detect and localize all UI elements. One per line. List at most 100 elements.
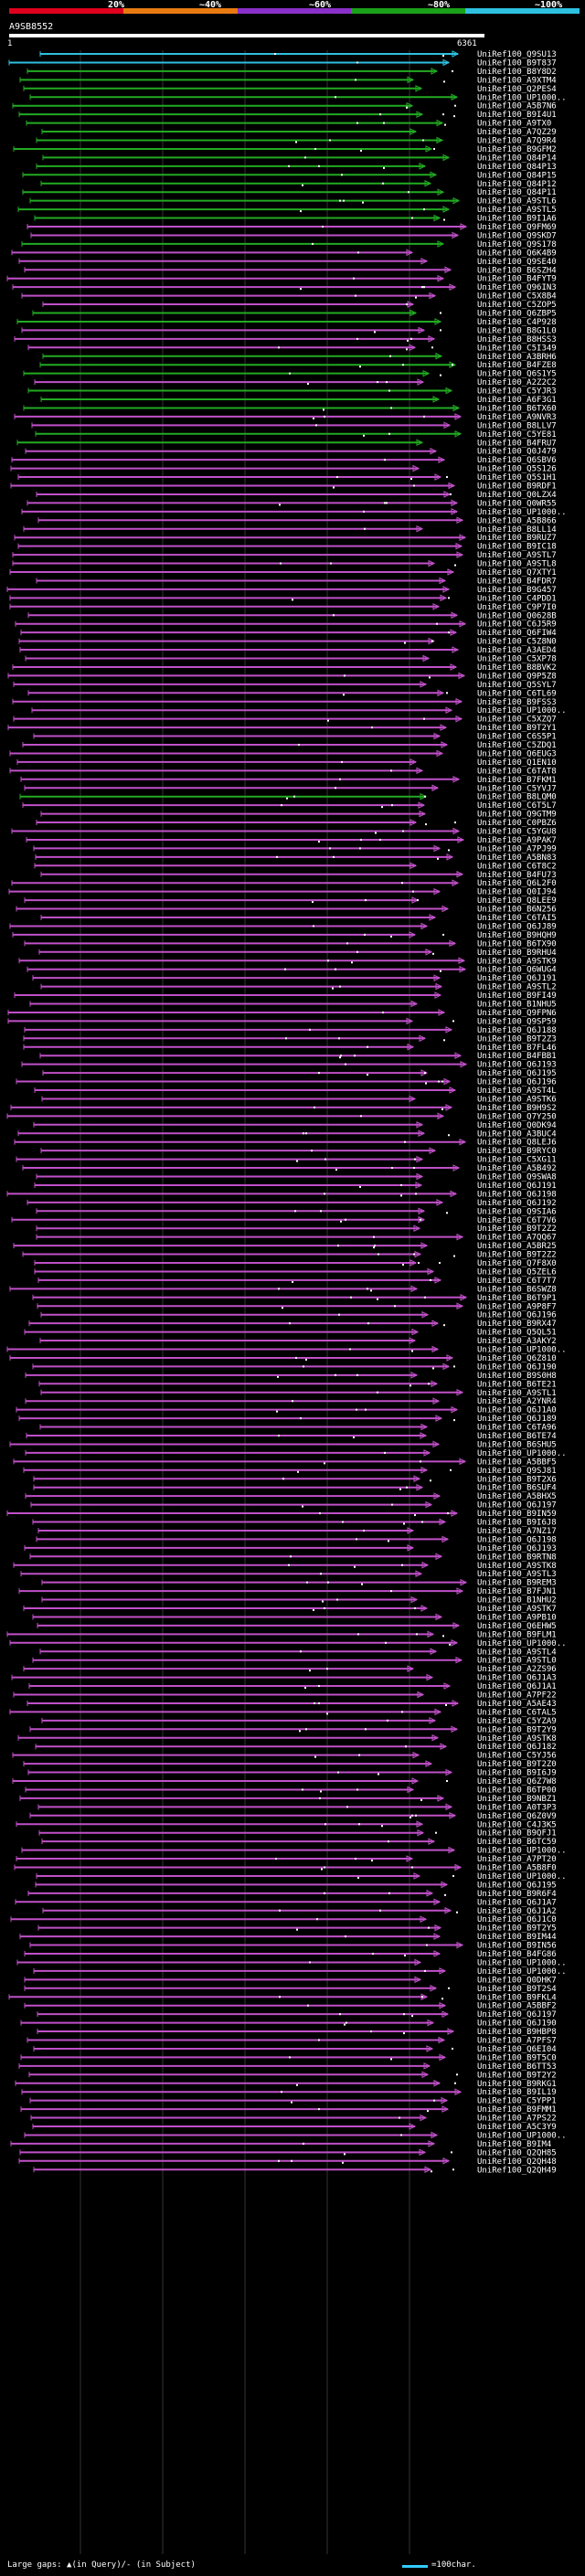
hit-label[interactable]: UniRef100_Q7F8X0 xyxy=(477,1259,557,1268)
hit-label[interactable]: UniRef100_B9FI49 xyxy=(477,991,557,1001)
hit-label[interactable]: UniRef100_B9RKG1 xyxy=(477,2080,557,2089)
hit-row[interactable]: UniRef100_B9FLM1 xyxy=(6,1630,557,1639)
hit-row[interactable]: UniRef100_Q5QL51 xyxy=(24,1329,557,1338)
hit-row[interactable]: UniRef100_B9FI49 xyxy=(14,991,557,1001)
hit-row[interactable]: UniRef100_B9H9S2 xyxy=(10,1104,557,1113)
hit-label[interactable]: UniRef100_Q6J196 xyxy=(477,1078,557,1087)
hit-row[interactable]: UniRef100_B9I6J9 xyxy=(27,1769,557,1778)
hit-row[interactable]: UniRef100_B9T837 xyxy=(8,58,557,68)
hit-label[interactable]: UniRef100_A9STL7 xyxy=(477,551,557,560)
hit-row[interactable]: UniRef100_Q8LEE9 xyxy=(24,896,557,906)
hit-label[interactable]: UniRef100_B9RYC0 xyxy=(477,1147,557,1156)
hit-row[interactable]: UniRef100_A9PB10 xyxy=(32,1613,557,1622)
hit-label[interactable]: UniRef100_B9T2Z0 xyxy=(477,1760,557,1769)
hit-row[interactable]: UniRef100_A9STL0 xyxy=(32,1657,557,1666)
hit-row[interactable]: UniRef100_Q6J195 xyxy=(35,1881,557,1890)
hit-label[interactable]: UniRef100_Q6JJ89 xyxy=(477,922,557,931)
hit-row[interactable]: UniRef100_B6SWZ8 xyxy=(9,1285,557,1294)
hit-label[interactable]: UniRef100_A3AKY2 xyxy=(477,1337,557,1346)
hit-label[interactable]: UniRef100_B9R6F4 xyxy=(477,1890,557,1899)
hit-label[interactable]: UniRef100_A5BBF2 xyxy=(477,2002,557,2011)
hit-label[interactable]: UniRef100_Q0IJ94 xyxy=(477,888,557,897)
hit-row[interactable]: UniRef100_B4FU73 xyxy=(40,871,557,880)
hit-row[interactable]: UniRef100_C6TA96 xyxy=(39,1424,557,1433)
hit-label[interactable]: UniRef100_A9STK9 xyxy=(477,957,557,966)
hit-row[interactable]: UniRef100_B6TC59 xyxy=(41,1838,557,1847)
hit-label[interactable]: UniRef100_B9IM44 xyxy=(477,1933,557,1942)
hit-label[interactable]: UniRef100_B4FRU7 xyxy=(477,439,557,448)
hit-row[interactable]: UniRef100_Q8LEJ6 xyxy=(14,1139,557,1148)
hit-row[interactable]: UniRef100_A9STL8 xyxy=(12,560,557,569)
hit-label[interactable]: UniRef100_A7PS22 xyxy=(477,2115,557,2124)
hit-label[interactable]: UniRef100_Q6J1C0 xyxy=(477,1915,557,1924)
hit-label[interactable]: UniRef100_Q9SWA8 xyxy=(477,1173,557,1182)
hit-label[interactable]: UniRef100_Q8LEJ6 xyxy=(477,1139,557,1148)
hit-label[interactable]: UniRef100_B8G1L0 xyxy=(477,326,557,335)
hit-row[interactable]: UniRef100_B6SZH4 xyxy=(24,266,557,275)
hit-row[interactable]: UniRef100_Q6S1Y5 xyxy=(23,370,557,379)
hit-row[interactable]: UniRef100_A5BBF2 xyxy=(24,2002,557,2011)
hit-row[interactable]: UniRef100_B9HQH9 xyxy=(12,931,557,940)
hit-row[interactable]: UniRef100_B6TX60 xyxy=(23,404,557,413)
hit-label[interactable]: UniRef100_Q9P5Z8 xyxy=(477,672,557,681)
hit-row[interactable]: UniRef100_Q6J195 xyxy=(42,1069,557,1078)
hit-row[interactable]: UniRef100_Q84P12 xyxy=(40,180,557,189)
hit-row[interactable]: UniRef100_A3AED4 xyxy=(19,646,557,655)
hit-label[interactable]: UniRef100_C6TA96 xyxy=(477,1424,557,1433)
hit-label[interactable]: UniRef100_B9REM3 xyxy=(477,1579,557,1588)
hit-label[interactable]: UniRef100_Q0DHK7 xyxy=(477,1976,557,1985)
hit-row[interactable]: UniRef100_Q6J196 xyxy=(40,1311,557,1320)
hit-row[interactable]: UniRef100_Q2QH49 xyxy=(33,2166,557,2175)
hit-row[interactable]: UniRef100_UP1000.. xyxy=(16,1958,567,1967)
hit-row[interactable]: UniRef100_Q6J197 xyxy=(30,1501,557,1511)
hit-row[interactable]: UniRef100_C6T7T7 xyxy=(37,1277,557,1286)
hit-row[interactable]: UniRef100_A7PF22 xyxy=(13,1691,557,1701)
hit-row[interactable]: UniRef100_Q6J197 xyxy=(37,2010,557,2019)
hit-label[interactable]: UniRef100_B9T2S4 xyxy=(477,1985,557,1994)
hit-label[interactable]: UniRef100_Q6J1A1 xyxy=(477,1682,557,1691)
hit-row[interactable]: UniRef100_Q9SKD7 xyxy=(30,231,557,240)
hit-row[interactable]: UniRef100_B7FJN1 xyxy=(18,1587,557,1596)
hit-label[interactable]: UniRef100_A5BN83 xyxy=(477,853,557,863)
hit-label[interactable]: UniRef100_C5YE81 xyxy=(477,430,557,440)
hit-row[interactable]: UniRef100_A9STL7 xyxy=(12,551,557,560)
hit-label[interactable]: UniRef100_B9T2Y2 xyxy=(477,2071,557,2080)
hit-label[interactable]: UniRef100_B6SWZ8 xyxy=(477,1285,557,1294)
hit-row[interactable]: UniRef100_B9T2Y9 xyxy=(29,1725,557,1734)
hit-label[interactable]: UniRef100_A9STL4 xyxy=(477,1648,557,1657)
hit-label[interactable]: UniRef100_B9IL19 xyxy=(477,2088,557,2097)
hit-label[interactable]: UniRef100_A3BRH6 xyxy=(477,353,557,362)
hit-label[interactable]: UniRef100_C5XP78 xyxy=(477,655,557,664)
hit-label[interactable]: UniRef100_B6TX90 xyxy=(477,939,557,949)
hit-label[interactable]: UniRef100_C6T7V6 xyxy=(477,1216,557,1225)
hit-label[interactable]: UniRef100_A0T3P3 xyxy=(477,1803,557,1812)
hit-row[interactable]: UniRef100_Q6J198 xyxy=(6,1190,557,1199)
hit-row[interactable]: UniRef100_B9IC18 xyxy=(17,543,557,552)
hit-label[interactable]: UniRef100_Q9FM69 xyxy=(477,223,557,232)
hit-label[interactable]: UniRef100_Q9SIA6 xyxy=(477,1207,557,1216)
hit-label[interactable]: UniRef100_B9I6J9 xyxy=(477,1769,557,1778)
hit-label[interactable]: UniRef100_A7NZ17 xyxy=(477,1527,557,1536)
hit-label[interactable]: UniRef100_A9STK7 xyxy=(477,1605,557,1614)
hit-label[interactable]: UniRef100_B9FSS3 xyxy=(477,698,557,707)
hit-row[interactable]: UniRef100_C5YJ56 xyxy=(12,1752,557,1761)
hit-row[interactable]: UniRef100_A7NZ17 xyxy=(37,1527,557,1536)
hit-label[interactable]: UniRef100_A9STL5 xyxy=(477,206,557,215)
hit-label[interactable]: UniRef100_A5B8F0 xyxy=(477,1864,557,1873)
hit-row[interactable]: UniRef100_Q0J479 xyxy=(25,448,557,457)
hit-label[interactable]: UniRef100_A7QZ29 xyxy=(477,128,557,137)
hit-row[interactable]: UniRef100_B6TE74 xyxy=(26,1432,557,1441)
hit-label[interactable]: UniRef100_B4FDR7 xyxy=(477,577,557,586)
hit-row[interactable]: UniRef100_C5YJR3 xyxy=(27,387,557,397)
hit-row[interactable]: UniRef100_Q84P13 xyxy=(36,163,557,172)
hit-label[interactable]: UniRef100_UP1000.. xyxy=(477,1847,567,1856)
hit-row[interactable]: UniRef100_A5C3Y9 xyxy=(32,2123,557,2132)
hit-row[interactable]: UniRef100_B9T2S4 xyxy=(24,1985,557,1994)
hit-row[interactable]: UniRef100_A9STL4 xyxy=(39,1648,557,1657)
hit-row[interactable]: UniRef100_C6S5P1 xyxy=(33,733,557,742)
hit-label[interactable]: UniRef100_Q5S126 xyxy=(477,465,557,474)
hit-row[interactable]: UniRef100_Q6EI04 xyxy=(33,2045,557,2054)
hit-label[interactable]: UniRef100_Q6FIW4 xyxy=(477,629,557,638)
hit-label[interactable]: UniRef100_Q0628B xyxy=(477,611,557,620)
hit-label[interactable]: UniRef100_C5YGU8 xyxy=(477,828,557,837)
